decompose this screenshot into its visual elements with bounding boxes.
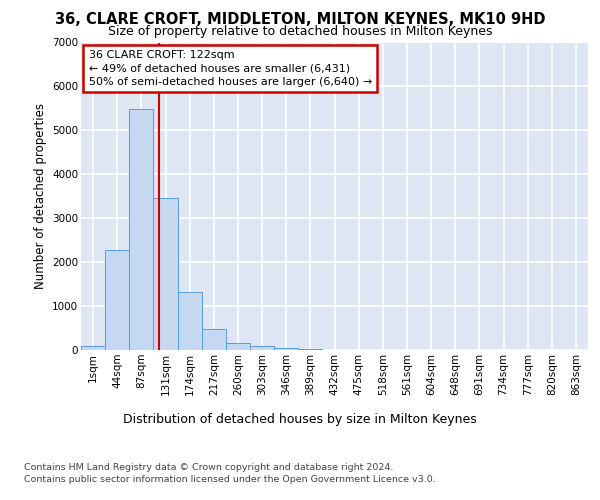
Text: Size of property relative to detached houses in Milton Keynes: Size of property relative to detached ho… — [108, 25, 492, 38]
Bar — [154, 198, 178, 350]
Bar — [274, 348, 298, 350]
Bar — [298, 349, 322, 350]
Y-axis label: Number of detached properties: Number of detached properties — [34, 104, 47, 289]
Text: Contains HM Land Registry data © Crown copyright and database right 2024.: Contains HM Land Registry data © Crown c… — [24, 462, 394, 471]
Bar — [81, 346, 105, 350]
Bar — [202, 330, 226, 350]
Text: 36, CLARE CROFT, MIDDLETON, MILTON KEYNES, MK10 9HD: 36, CLARE CROFT, MIDDLETON, MILTON KEYNE… — [55, 12, 545, 27]
Bar — [250, 346, 274, 350]
Bar — [129, 110, 154, 350]
Text: Contains public sector information licensed under the Open Government Licence v3: Contains public sector information licen… — [24, 475, 436, 484]
Bar — [226, 343, 250, 350]
Bar — [105, 250, 129, 350]
Bar — [178, 292, 202, 350]
Text: 36 CLARE CROFT: 122sqm
← 49% of detached houses are smaller (6,431)
50% of semi-: 36 CLARE CROFT: 122sqm ← 49% of detached… — [89, 50, 372, 86]
Text: Distribution of detached houses by size in Milton Keynes: Distribution of detached houses by size … — [123, 412, 477, 426]
